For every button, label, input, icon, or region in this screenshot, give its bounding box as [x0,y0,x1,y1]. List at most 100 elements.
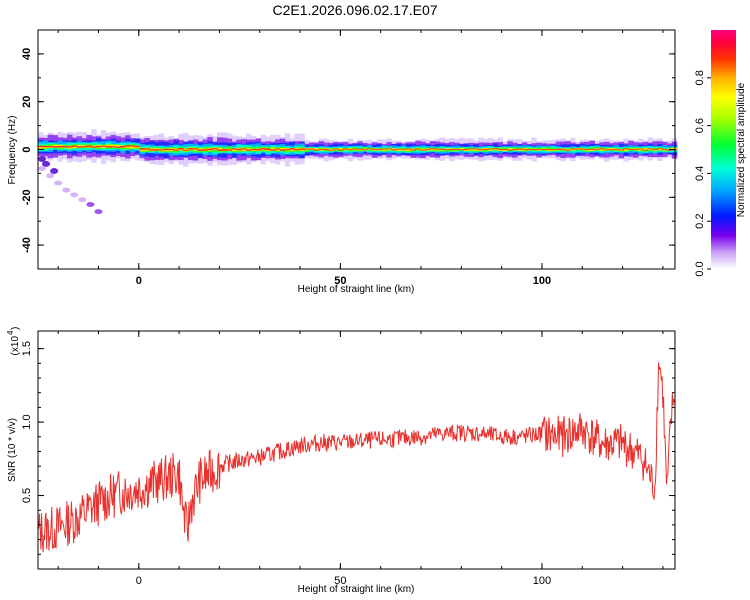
spectrogram-cell [642,147,649,150]
spectrogram-feature-blob [78,197,87,203]
spectrogram-cell [565,148,571,151]
spectrogram-cell [468,148,475,150]
spectrogram-cell [545,149,552,152]
spectrogram-cell [507,149,513,151]
spectrogram-cell [550,149,557,151]
spectrogram-cell [47,146,54,148]
spectrogram-cell [391,148,397,151]
spectrogram-cell [342,148,349,150]
spectrogram-cell [76,146,83,148]
spectrogram-cell [313,148,320,151]
spectrogram-cell [221,149,228,151]
spectrogram-cell [502,147,508,151]
spectrogram-cell [478,149,484,151]
spectrogram-cell [463,149,470,152]
spectrogram-cell [555,148,562,150]
spectrogram-cell [608,148,615,150]
spectrogram-cell [125,145,131,147]
spectrogram-cell [449,148,455,150]
spectrogram-cell [357,148,363,151]
spectrogram-cell [405,149,412,151]
spectrogram-cell [410,148,416,151]
spectrogram-cell [473,148,479,150]
spectrogram-cell [81,146,87,148]
spectrogram-feature-blob [50,168,59,175]
spectrogram-cell [134,145,141,148]
spectrogram-cell [144,148,150,150]
spectrogram-cell [323,148,329,150]
spectrogram-cell [613,149,620,150]
spectrogram-cell [502,149,508,152]
spectrogram-cell [154,148,160,151]
spectrogram-cell [241,149,247,152]
spectrogram-cell [400,149,407,151]
spectrogram-cell [158,149,165,151]
spectrogram-cell [584,149,591,151]
snr-scale-factor: (x10 4 ) [6,327,21,356]
spectrogram-cell [231,148,237,152]
spectrogram-xtick-label: 0 [136,275,142,287]
snr-scale-close: ) [10,327,21,330]
spectrogram-cell [91,146,97,148]
spectrogram-cell [279,149,286,151]
spectrogram-cell [371,149,378,150]
spectrogram-cell [589,148,595,150]
colorbar-tick-label: 0.8 [694,70,706,85]
snr-scale-label: (x10 [10,336,21,356]
spectrogram-cell [623,149,629,151]
spectrogram-cell [400,148,407,150]
spectrogram-cell [415,148,421,150]
spectrogram-cell [38,145,44,149]
spectrogram-cell [657,148,663,151]
spectrogram-cell [105,146,112,148]
spectrogram-xtick-label: 50 [334,275,346,287]
spectrogram-cell [57,145,63,148]
spectrogram-cell [270,147,276,151]
spectrogram-cell [463,148,470,150]
spectrogram-cell [454,149,460,151]
spectrogram-cell [575,148,581,150]
spectrogram-cell [434,148,441,150]
colorbar-ticks: 0.0 0.2 0.4 0.6 0.8 [694,70,711,277]
spectrogram-cell [386,148,392,150]
spectrogram-cell [250,149,257,151]
spectrogram-cell [294,149,300,151]
snr-xtick-label: 0 [136,575,142,587]
spectrogram-feature-blob [46,173,55,179]
spectrogram-cell [458,148,465,150]
spectrogram-cell [555,149,562,151]
spectrogram-cell [584,149,591,150]
spectrogram-cell [255,149,262,151]
spectrogram-cell [178,148,184,150]
colorbar-tick-label: 0.0 [694,261,706,276]
spectrogram-ytick-label: -40 [21,237,33,253]
spectrogram-cell [62,145,68,148]
spectrogram-feature-blob [38,166,47,172]
spectrogram-feature-blob [38,156,47,163]
spectrogram-cell [628,149,634,151]
spectrogram-cell [96,145,102,148]
spectrogram-cell [536,149,542,151]
snr-xtick-label: 50 [334,575,346,587]
spectrogram-cell [381,149,387,151]
spectrogram-cell [308,148,315,150]
spectrogram-cell [545,149,552,150]
spectrogram-ytick-label: -20 [21,189,33,205]
spectrogram-cell [541,148,547,150]
spectrogram-cell [608,149,615,151]
spectrogram-cell [279,147,286,151]
spectrogram-cell [304,148,310,150]
spectrogram-ytick-label: 20 [21,96,33,108]
spectrogram-cell [265,148,271,151]
spectrogram-cell [139,148,146,150]
spectrogram-cell [492,148,499,150]
spectrogram-cell [362,149,368,151]
spectrogram-cell [328,149,334,151]
spectrogram-cell [163,148,170,151]
spectrogram-feature-blob [62,187,71,193]
spectrogram-cell [444,149,450,151]
spectrogram-cell [570,148,576,150]
spectrogram-cell [178,148,184,151]
spectrogram-cell [115,144,121,148]
